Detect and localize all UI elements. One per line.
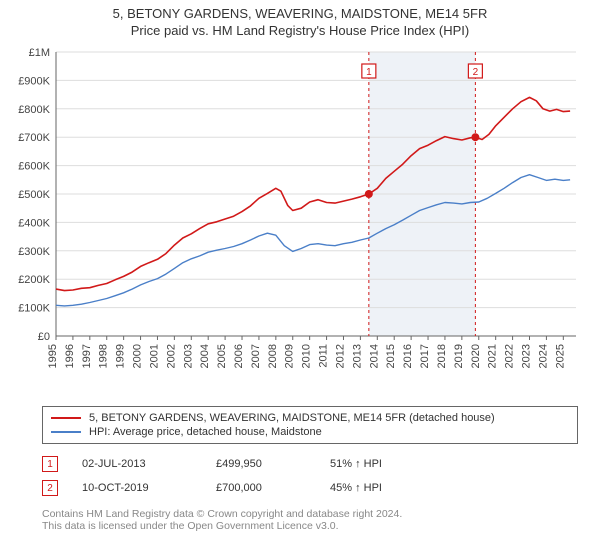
x-tick-label: 2018 — [436, 344, 448, 368]
x-tick-label: 2015 — [385, 344, 397, 368]
x-tick-label: 2019 — [453, 344, 465, 368]
sales-pct: 51% ↑ HPI — [330, 458, 420, 470]
sales-table: 1 02-JUL-2013 £499,950 51% ↑ HPI 2 10-OCT-201… — [42, 452, 578, 500]
sale-marker-number: 2 — [473, 67, 479, 78]
footer-attribution: Contains HM Land Registry data © Crown c… — [42, 508, 578, 532]
x-tick-label: 2008 — [267, 344, 279, 368]
x-tick-label: 2007 — [250, 344, 262, 368]
y-tick-label: £100K — [18, 303, 50, 315]
x-tick-label: 2002 — [165, 344, 177, 368]
x-tick-label: 2024 — [537, 344, 549, 368]
sales-marker-box: 1 — [42, 456, 58, 472]
page-root: 5, BETONY GARDENS, WEAVERING, MAIDSTONE,… — [0, 0, 600, 532]
y-tick-label: £700K — [18, 132, 50, 144]
footer-line-2: This data is licensed under the Open Gov… — [42, 520, 578, 532]
x-tick-label: 2010 — [301, 344, 313, 368]
chart-svg: £0 £100K £200K £300K £400K £500K £600K £700K £80… — [0, 40, 600, 400]
legend-item: 5, BETONY GARDENS, WEAVERING, MAIDSTONE,… — [51, 411, 569, 425]
y-tick-label: £500K — [18, 189, 50, 201]
footer-line-1: Contains HM Land Registry data © Crown c… — [42, 508, 578, 520]
title-block: 5, BETONY GARDENS, WEAVERING, MAIDSTONE,… — [0, 0, 600, 40]
sales-date: 02-JUL-2013 — [82, 458, 192, 470]
x-tick-label: 2013 — [351, 344, 363, 368]
legend-swatch — [51, 417, 81, 419]
x-tick-label: 1995 — [47, 344, 59, 368]
x-tick-label: 2001 — [148, 344, 160, 368]
x-tick-label: 2020 — [470, 344, 482, 368]
legend: 5, BETONY GARDENS, WEAVERING, MAIDSTONE,… — [42, 406, 578, 444]
y-tick-label: £400K — [18, 217, 50, 229]
x-tick-label: 1996 — [64, 344, 76, 368]
sales-price: £700,000 — [216, 482, 306, 494]
x-tick-label: 2005 — [216, 344, 228, 368]
x-tick-label: 2017 — [419, 344, 431, 368]
legend-label: 5, BETONY GARDENS, WEAVERING, MAIDSTONE,… — [89, 412, 495, 424]
x-tick-label: 1997 — [81, 344, 93, 368]
sales-pct: 45% ↑ HPI — [330, 482, 420, 494]
sales-date: 10-OCT-2019 — [82, 482, 192, 494]
x-tick-label: 2016 — [402, 344, 414, 368]
x-tick-label: 2003 — [182, 344, 194, 368]
x-tick-label: 2000 — [132, 344, 144, 368]
x-tick-label: 1998 — [98, 344, 110, 368]
title-subtitle: Price paid vs. HM Land Registry's House … — [0, 23, 600, 38]
x-tick-label: 2006 — [233, 344, 245, 368]
y-tick-label: £1M — [29, 47, 50, 59]
legend-label: HPI: Average price, detached house, Maid… — [89, 426, 322, 438]
sale-marker-number: 1 — [366, 67, 372, 78]
x-tick-label: 2009 — [284, 344, 296, 368]
price-chart: £0 £100K £200K £300K £400K £500K £600K £700K £80… — [0, 40, 600, 400]
x-tick-label: 2004 — [199, 344, 211, 368]
title-main: 5, BETONY GARDENS, WEAVERING, MAIDSTONE,… — [0, 6, 600, 21]
x-tick-label: 2014 — [368, 344, 380, 368]
y-tick-label: £300K — [18, 246, 50, 258]
legend-item: HPI: Average price, detached house, Maid… — [51, 425, 569, 439]
sale-marker-dot — [471, 133, 479, 141]
x-tick-label: 2012 — [334, 344, 346, 368]
sales-row: 1 02-JUL-2013 £499,950 51% ↑ HPI — [42, 452, 578, 476]
x-tick-label: 2022 — [504, 344, 516, 368]
x-tick-label: 1999 — [115, 344, 127, 368]
x-tick-label: 2023 — [520, 344, 532, 368]
x-tick-label: 2021 — [487, 344, 499, 368]
sale-marker-dot — [365, 190, 373, 198]
y-tick-label: £200K — [18, 274, 50, 286]
legend-swatch — [51, 431, 81, 433]
sales-price: £499,950 — [216, 458, 306, 470]
y-tick-label: £800K — [18, 104, 50, 116]
sales-marker-box: 2 — [42, 480, 58, 496]
y-tick-label: £0 — [38, 331, 50, 343]
x-tick-label: 2011 — [318, 344, 330, 368]
y-tick-label: £600K — [18, 161, 50, 173]
sales-row: 2 10-OCT-2019 £700,000 45% ↑ HPI — [42, 476, 578, 500]
y-tick-label: £900K — [18, 75, 50, 87]
x-tick-label: 2025 — [554, 344, 566, 368]
